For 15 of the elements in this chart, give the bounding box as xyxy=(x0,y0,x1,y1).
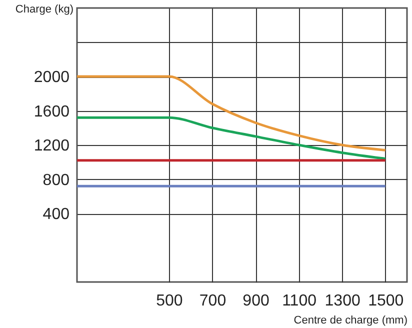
x-tick-label: 500 xyxy=(156,292,183,310)
y-tick-label: 800 xyxy=(42,172,70,189)
y-tick-label: 2000 xyxy=(34,69,70,86)
x-tick-label: 900 xyxy=(242,292,270,310)
y-tick-label: 400 xyxy=(42,206,70,223)
y-tick-label: 1200 xyxy=(34,138,70,154)
x-tick-label: 1300 xyxy=(324,292,360,310)
y-tick-label: 1600 xyxy=(34,103,70,120)
x-tick-label: 1100 xyxy=(282,292,317,310)
x-axis-title: Centre de charge (mm) xyxy=(294,314,408,326)
line-series xyxy=(77,75,387,152)
x-tick-label: 1500 xyxy=(368,292,404,310)
x-tick-label: 700 xyxy=(199,292,226,310)
y-axis-title: Charge (kg) xyxy=(15,4,74,16)
line-series xyxy=(77,116,387,160)
